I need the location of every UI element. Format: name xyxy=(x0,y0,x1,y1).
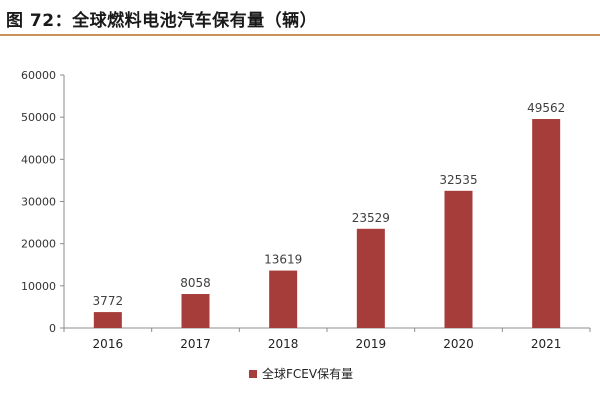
y-tick-label: 30000 xyxy=(21,196,56,209)
x-tick-label-2017: 2017 xyxy=(180,337,211,351)
data-labels: 3772 8058 13619 23529 32535 49562 xyxy=(93,101,566,308)
x-tick-label-2021: 2021 xyxy=(531,337,562,351)
y-tick-label: 50000 xyxy=(21,111,56,124)
data-label-2019: 23529 xyxy=(352,211,390,225)
data-label-2016: 3772 xyxy=(93,294,124,308)
data-label-2021: 49562 xyxy=(527,101,565,115)
bar-2016 xyxy=(93,312,122,328)
bars xyxy=(93,119,561,328)
figure-header: 图 72：全球燃料电池汽车保有量（辆） xyxy=(0,0,600,36)
bar-2021 xyxy=(532,119,561,328)
y-tick-label: 40000 xyxy=(21,153,56,166)
legend-label: 全球FCEV保有量 xyxy=(262,366,353,381)
x-tick-label-2016: 2016 xyxy=(93,337,124,351)
x-axis: 2016 2017 2018 2019 2020 2021 xyxy=(63,327,591,351)
data-label-2018: 13619 xyxy=(264,253,302,267)
legend: 全球FCEV保有量 xyxy=(249,366,353,381)
bar-2020 xyxy=(444,190,473,328)
x-tick-label-2018: 2018 xyxy=(268,337,299,351)
figure-title: 图 72：全球燃料电池汽车保有量（辆） xyxy=(6,11,318,31)
y-tick-label: 10000 xyxy=(21,280,56,293)
bar-2017 xyxy=(181,294,210,328)
x-tick-label-2020: 2020 xyxy=(443,337,474,351)
bar-chart: 0 10000 20000 30000 40000 50000 60000 2016 2017… xyxy=(21,69,591,381)
data-label-2020: 32535 xyxy=(439,173,477,187)
x-tick-label-2019: 2019 xyxy=(356,337,387,351)
bar-2018 xyxy=(269,270,298,328)
y-tick-label: 0 xyxy=(49,322,56,335)
data-label-2017: 8058 xyxy=(180,276,211,290)
y-tick-label: 60000 xyxy=(21,69,56,82)
y-tick-label: 20000 xyxy=(21,238,56,251)
legend-swatch xyxy=(249,370,257,378)
bar-2019 xyxy=(356,228,385,328)
y-axis: 0 10000 20000 30000 40000 50000 60000 xyxy=(21,69,65,335)
